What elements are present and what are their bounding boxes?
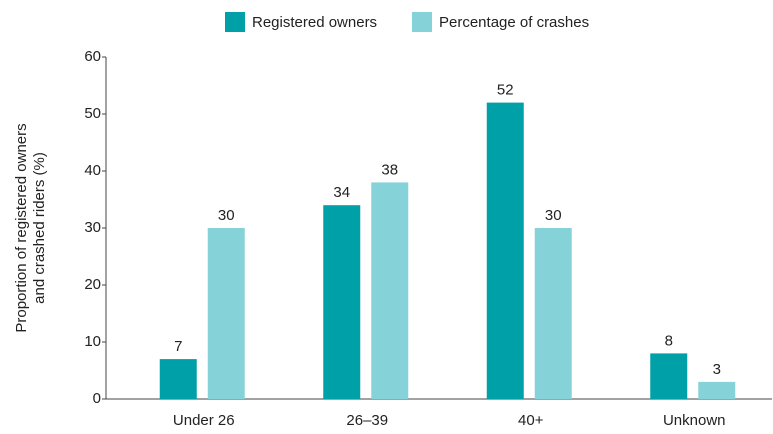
legend-label: Percentage of crashes [439, 14, 589, 31]
y-axis-label: and crashed riders (%) [31, 152, 48, 304]
y-tick-label: 0 [93, 390, 101, 407]
y-tick-label: 10 [84, 333, 101, 350]
y-tick-label: 40 [84, 162, 101, 179]
bar [371, 182, 409, 399]
y-tick-label: 60 [84, 48, 101, 65]
bar [323, 205, 361, 399]
value-label: 52 [497, 82, 514, 99]
y-axis-label: Proportion of registered owners [13, 123, 30, 332]
legend-swatch [225, 12, 245, 32]
x-tick-label: Unknown [663, 412, 726, 429]
value-label: 30 [218, 207, 235, 224]
bar [650, 353, 688, 399]
x-tick-label: Under 26 [173, 412, 235, 429]
x-tick-label: 26–39 [346, 412, 388, 429]
bar [698, 381, 736, 399]
bar [486, 102, 524, 399]
x-tick-label: 40+ [518, 412, 544, 429]
value-label: 3 [713, 361, 721, 378]
value-label: 34 [333, 184, 350, 201]
legend-swatch [412, 12, 432, 32]
legend-label: Registered owners [252, 14, 377, 31]
value-label: 30 [545, 207, 562, 224]
bar [207, 228, 245, 399]
bar [534, 228, 572, 399]
value-label: 8 [665, 332, 673, 349]
bar [159, 359, 197, 399]
value-label: 7 [174, 338, 182, 355]
y-tick-label: 50 [84, 105, 101, 122]
y-tick-label: 20 [84, 276, 101, 293]
value-label: 38 [381, 161, 398, 178]
y-tick-label: 30 [84, 219, 101, 236]
